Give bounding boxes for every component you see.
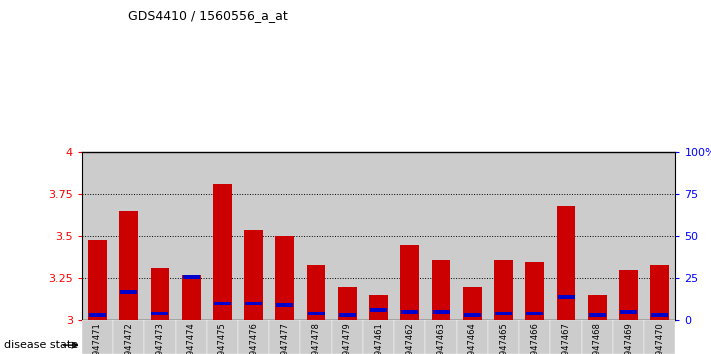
Bar (394, 152, 425, 320)
Bar (644, 320, 675, 354)
Bar (488, 152, 519, 320)
Bar (151, 268, 169, 320)
Bar (582, 320, 613, 354)
Bar (183, 275, 200, 279)
Bar (176, 152, 207, 320)
Bar (644, 152, 675, 320)
Bar (213, 184, 232, 320)
Bar (619, 270, 638, 320)
Bar (269, 152, 301, 320)
Bar (238, 152, 269, 320)
Bar (113, 320, 144, 354)
Text: GSM947474: GSM947474 (186, 322, 196, 354)
Bar (589, 314, 606, 317)
Bar (651, 314, 668, 317)
Bar (456, 320, 488, 354)
Bar (207, 320, 238, 354)
Bar (369, 295, 388, 320)
Bar (207, 152, 238, 320)
Bar (144, 152, 176, 320)
Text: GSM947477: GSM947477 (280, 322, 289, 354)
Bar (277, 303, 294, 307)
Bar (370, 308, 387, 312)
Bar (519, 320, 550, 354)
Bar (433, 310, 449, 314)
Bar (394, 320, 425, 354)
Bar (176, 320, 207, 354)
Bar (363, 152, 394, 320)
Bar (245, 302, 262, 306)
Bar (525, 262, 544, 320)
Bar (463, 287, 482, 320)
Bar (301, 152, 332, 320)
Bar (151, 312, 169, 315)
Bar (82, 320, 113, 354)
Bar (425, 320, 456, 354)
Text: GSM947471: GSM947471 (93, 322, 102, 354)
Bar (144, 320, 176, 354)
Bar (269, 320, 301, 354)
Bar (495, 312, 512, 315)
Bar (88, 240, 107, 320)
Bar (613, 320, 644, 354)
Bar (120, 290, 137, 293)
Text: GSM947469: GSM947469 (624, 322, 633, 354)
Bar (363, 320, 394, 354)
Bar (89, 314, 106, 317)
Bar (119, 211, 138, 320)
Bar (456, 152, 488, 320)
Bar (182, 275, 201, 320)
Text: GSM947465: GSM947465 (499, 322, 508, 354)
Bar (308, 312, 324, 315)
Bar (550, 320, 582, 354)
Bar (588, 295, 606, 320)
Bar (432, 260, 451, 320)
Text: GSM947462: GSM947462 (405, 322, 415, 354)
Text: GSM947470: GSM947470 (656, 322, 664, 354)
Bar (301, 320, 332, 354)
Bar (519, 152, 550, 320)
Text: GSM947476: GSM947476 (249, 322, 258, 354)
Bar (402, 310, 418, 314)
Bar (238, 320, 269, 354)
Bar (494, 260, 513, 320)
Text: GSM947478: GSM947478 (311, 322, 321, 354)
Bar (526, 312, 543, 315)
Bar (214, 302, 231, 306)
Text: GSM947473: GSM947473 (156, 322, 164, 354)
Bar (339, 314, 356, 317)
Text: GSM947467: GSM947467 (562, 322, 571, 354)
Text: GSM947463: GSM947463 (437, 322, 446, 354)
Bar (557, 206, 575, 320)
Bar (425, 152, 456, 320)
Text: GSM947461: GSM947461 (374, 322, 383, 354)
Bar (651, 265, 669, 320)
Text: GSM947479: GSM947479 (343, 322, 352, 354)
Bar (620, 310, 637, 314)
Bar (613, 152, 644, 320)
Text: GSM947466: GSM947466 (530, 322, 540, 354)
Text: GDS4410 / 1560556_a_at: GDS4410 / 1560556_a_at (128, 9, 288, 22)
Bar (582, 152, 613, 320)
Text: GSM947475: GSM947475 (218, 322, 227, 354)
Bar (332, 320, 363, 354)
Bar (464, 314, 481, 317)
Text: GSM947464: GSM947464 (468, 322, 477, 354)
Bar (245, 230, 263, 320)
Text: GSM947472: GSM947472 (124, 322, 133, 354)
Bar (82, 152, 113, 320)
Bar (400, 245, 419, 320)
Bar (338, 287, 357, 320)
Bar (306, 265, 326, 320)
Bar (550, 152, 582, 320)
Bar (113, 152, 144, 320)
Text: disease state: disease state (4, 340, 77, 350)
Text: GSM947468: GSM947468 (593, 322, 602, 354)
Bar (275, 236, 294, 320)
Bar (557, 295, 574, 299)
Bar (488, 320, 519, 354)
Bar (332, 152, 363, 320)
